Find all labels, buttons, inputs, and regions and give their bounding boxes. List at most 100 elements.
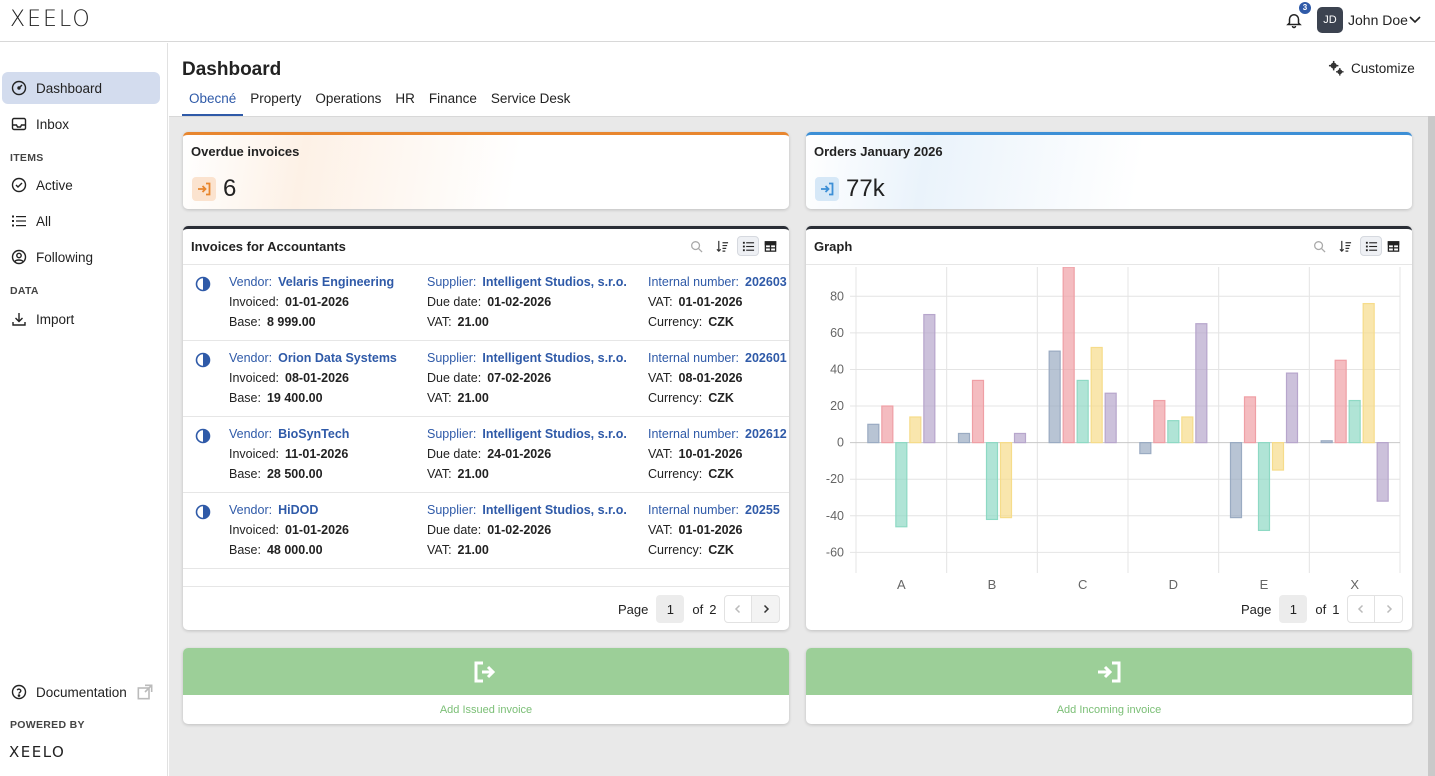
panel-title: Invoices for Accountants <box>191 239 346 254</box>
sort-icon <box>716 240 728 252</box>
field-value: 21.00 <box>457 543 489 557</box>
avatar[interactable]: JD <box>1317 7 1343 33</box>
field-internal[interactable]: Internal number: 202601 <box>648 351 787 365</box>
sort-button[interactable] <box>1334 236 1356 256</box>
bar-chart: 80 60 40 20 0 -20 -40 -60 A B C D E X <box>826 267 1401 592</box>
field-label: Vendor: <box>229 275 273 289</box>
sidebar-item-inbox[interactable]: Inbox <box>2 108 160 140</box>
add-incoming-invoice-button[interactable]: Add Incoming invoice <box>806 648 1412 724</box>
tab-hr[interactable]: HR <box>395 91 415 106</box>
table-view-button[interactable] <box>759 236 781 256</box>
field-label: Invoiced: <box>229 523 280 537</box>
field-value: CZK <box>708 391 734 405</box>
field-value: 01-02-2026 <box>487 295 552 309</box>
kpi-orders-january[interactable]: Orders January 2026 77k <box>806 132 1412 209</box>
footer-divider <box>183 586 789 587</box>
field-due: Due date: 01-02-2026 <box>427 295 551 309</box>
search-button[interactable] <box>1308 236 1330 256</box>
field-value: 01-01-2026 <box>678 295 743 309</box>
field-vat: VAT: 21.00 <box>427 315 489 329</box>
field-internal[interactable]: Internal number: 202612 <box>648 427 787 441</box>
field-internal[interactable]: Internal number: 202603 <box>648 275 787 289</box>
tab-finance[interactable]: Finance <box>428 91 477 106</box>
customize-button[interactable]: Customize <box>1328 60 1415 77</box>
user-name[interactable]: John Doe <box>1348 12 1408 28</box>
sidebar-item-label: Import <box>36 311 75 327</box>
tab-obecne[interactable]: Obecné <box>182 88 244 116</box>
bar-B-3 <box>985 442 999 521</box>
list-view-button[interactable] <box>1360 236 1382 256</box>
field-base: Base: 48 000.00 <box>229 543 323 557</box>
tab-operations[interactable]: Operations <box>315 91 382 106</box>
field-label: VAT: <box>648 523 673 537</box>
field-value: 24-01-2026 <box>487 447 552 461</box>
pager-of: of <box>692 601 704 617</box>
bar-C-2 <box>1062 267 1075 444</box>
field-label: Invoiced: <box>229 295 280 309</box>
field-vendor[interactable]: Vendor: Velaris Engineering <box>229 275 394 289</box>
field-label: Base: <box>229 391 261 405</box>
field-vendor[interactable]: Vendor: Orion Data Systems <box>229 351 397 365</box>
field-vat-date: VAT: 08-01-2026 <box>648 371 743 385</box>
field-value: BioSynTech <box>278 427 350 441</box>
field-supplier[interactable]: Supplier: Intelligent Studios, s.r.o. <box>427 275 627 289</box>
field-supplier[interactable]: Supplier: Intelligent Studios, s.r.o. <box>427 351 627 365</box>
field-label: VAT: <box>427 315 452 329</box>
action-banner <box>806 648 1412 695</box>
app-logo[interactable]: XEELO <box>10 7 92 32</box>
pager-current-page[interactable]: 1 <box>1279 595 1308 623</box>
field-vendor[interactable]: Vendor: BioSynTech <box>229 427 349 441</box>
pager-prev-button[interactable] <box>724 595 753 623</box>
pager-current-page[interactable]: 1 <box>656 595 685 623</box>
y-tick-label: -20 <box>826 472 844 486</box>
field-due: Due date: 24-01-2026 <box>427 447 551 461</box>
bar-X-1 <box>1320 440 1333 444</box>
graph-pager: Page 1 of 1 <box>1241 595 1404 623</box>
sign-in-icon <box>1098 661 1121 682</box>
list-item[interactable]: Vendor: Velaris Engineering Invoiced: 01-01… <box>183 265 789 341</box>
list-item[interactable]: Vendor: HiDOD Invoiced: 01-01-2026 Base: 48 0… <box>183 493 789 569</box>
scrollbar[interactable] <box>1428 116 1435 776</box>
list-view-button[interactable] <box>737 236 759 256</box>
tab-property[interactable]: Property <box>250 91 302 106</box>
field-supplier[interactable]: Supplier: Intelligent Studios, s.r.o. <box>427 503 627 517</box>
check-circle-icon <box>11 177 27 193</box>
x-tick-label: B <box>988 577 997 592</box>
field-label: Vendor: <box>229 427 273 441</box>
sidebar-item-active[interactable]: Active <box>2 169 160 201</box>
bar-C-3 <box>1076 379 1089 444</box>
pager-next-button[interactable] <box>1375 595 1404 623</box>
sort-button[interactable] <box>711 236 733 256</box>
table-view-button[interactable] <box>1382 236 1404 256</box>
pager-next-button[interactable] <box>752 595 781 623</box>
field-vendor[interactable]: Vendor: HiDOD <box>229 503 318 517</box>
field-supplier[interactable]: Supplier: Intelligent Studios, s.r.o. <box>427 427 627 441</box>
field-vat: VAT: 21.00 <box>427 467 489 481</box>
sidebar-item-following[interactable]: Following <box>2 241 160 273</box>
kpi-overdue-invoices[interactable]: Overdue invoices 6 <box>183 132 789 209</box>
add-issued-invoice-button[interactable]: Add Issued invoice <box>183 648 789 724</box>
sidebar-item-import[interactable]: Import <box>2 303 160 335</box>
tab-service-desk[interactable]: Service Desk <box>490 91 571 106</box>
list-item[interactable]: Vendor: BioSynTech Invoiced: 11-01-2026 Base… <box>183 417 789 493</box>
pager-prev-button[interactable] <box>1347 595 1376 623</box>
notification-bell-icon[interactable] <box>1285 11 1303 29</box>
field-base: Base: 19 400.00 <box>229 391 323 405</box>
field-vat: VAT: 21.00 <box>427 391 489 405</box>
sidebar-item-dashboard[interactable]: Dashboard <box>2 72 160 104</box>
search-button[interactable] <box>685 236 707 256</box>
field-internal[interactable]: Internal number: 20255 <box>648 503 780 517</box>
sidebar-item-label: Inbox <box>36 116 70 132</box>
sidebar-item-documentation[interactable]: Documentation <box>2 676 160 708</box>
x-tick-label: A <box>897 577 906 592</box>
chevron-down-icon[interactable] <box>1408 12 1422 26</box>
list-item[interactable]: Vendor: Orion Data Systems Invoiced: 08-01-… <box>183 341 789 417</box>
field-label: Vendor: <box>229 351 273 365</box>
bar-X-5 <box>1376 442 1389 502</box>
field-value: 28 500.00 <box>266 467 323 481</box>
sidebar-item-all[interactable]: All <box>2 205 160 237</box>
field-label: VAT: <box>427 391 452 405</box>
field-value: 202603 <box>745 275 787 289</box>
chevron-left-icon <box>735 604 741 614</box>
kpi-value: 6 <box>223 175 237 202</box>
